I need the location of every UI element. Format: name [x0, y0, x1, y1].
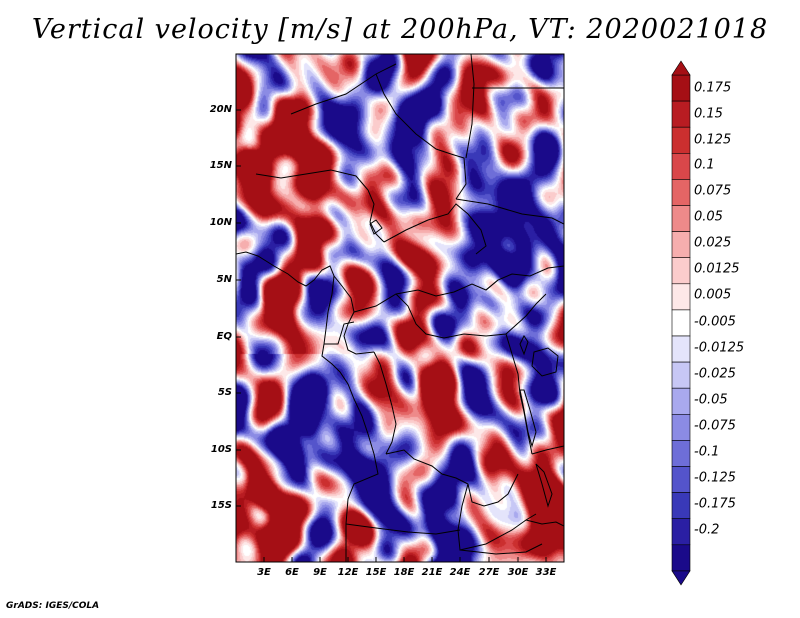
lat-label-15s: 15S: [210, 500, 232, 511]
border-niger-chad: [375, 73, 467, 200]
colorbar-segment: [671, 126, 691, 154]
coastline: [236, 251, 379, 562]
border-mozambique: [525, 519, 564, 527]
colorbar-segment: [671, 440, 691, 467]
border-lake-chad: [367, 189, 385, 243]
colorbar-segment: [671, 231, 691, 259]
colorbar-max-arrow: [671, 60, 691, 76]
colorbar: [671, 60, 691, 586]
lon-label-33e: 33E: [535, 567, 557, 578]
colorbar-label: 0.05: [694, 209, 723, 225]
border-central-west: [255, 169, 369, 191]
lat-label-5n: 5N: [216, 274, 232, 285]
border-angola: [385, 449, 519, 507]
colorbar-segment: [671, 413, 691, 441]
border-car-south: [353, 279, 499, 313]
lat-label-10s: 10S: [210, 444, 232, 455]
border-gabon: [324, 321, 355, 345]
lake-tanganyika: [519, 389, 537, 448]
border-libya-sudan: [465, 54, 475, 159]
colorbar-segment: [671, 283, 691, 311]
colorbar-label: 0.1: [694, 157, 715, 173]
colorbar-label: 0.005: [694, 287, 732, 303]
colorbar-segment: [671, 492, 691, 520]
lat-label-eq: EQ: [216, 331, 232, 342]
colorbar-segment: [671, 518, 691, 546]
colorbar-label: 0.125: [694, 132, 732, 148]
colorbar-segment: [671, 153, 691, 180]
colorbar-segment: [671, 544, 691, 572]
border-car: [383, 203, 487, 255]
colorbar-segment: [671, 179, 691, 206]
lake-chad: [369, 219, 383, 235]
lon-label-30e: 30E: [507, 567, 529, 578]
border-drc-east: [505, 333, 533, 455]
colorbar-label: 0.15: [694, 106, 723, 122]
lon-label-9e: 9E: [313, 567, 327, 578]
lake-albert: [519, 335, 529, 356]
colorbar-label: -0.075: [694, 418, 736, 434]
lon-label-12e: 12E: [337, 567, 359, 578]
lat-label-15n: 15N: [209, 160, 232, 171]
colorbar-segment: [671, 100, 691, 128]
colorbar-segment: [671, 335, 691, 363]
border-congo: [373, 351, 397, 455]
colorbar-label: 0.175: [694, 80, 732, 96]
map-title: Vertical velocity [m/s] at 200hPa, VT: 2…: [31, 14, 769, 45]
border-drc-north: [395, 293, 547, 339]
border-northwest: [290, 63, 397, 115]
colorbar-label: -0.025: [694, 366, 736, 382]
footer-credit: GrADS: IGES/COLA: [6, 601, 100, 611]
colorbar-label: 0.025: [694, 235, 732, 251]
colorbar-segment: [671, 257, 691, 285]
border-cameroon: [333, 275, 375, 355]
colorbar-label: 0.075: [694, 183, 732, 199]
colorbar-segment: [671, 309, 691, 337]
lon-label-15e: 15E: [365, 567, 387, 578]
colorbar-label: 0.0125: [694, 261, 740, 277]
colorbar-min-arrow: [671, 570, 691, 586]
colorbar-segment: [671, 361, 691, 389]
colorbar-label: -0.2: [694, 522, 720, 538]
colorbar-label: -0.0125: [694, 340, 745, 356]
lon-label-24e: 24E: [449, 567, 471, 578]
border-tanzania: [531, 445, 564, 455]
border-sudan-east: [455, 198, 564, 225]
colorbar-segment: [671, 466, 691, 493]
lat-label-20n: 20N: [209, 104, 232, 115]
country-borders: [236, 54, 564, 562]
colorbar-label: -0.1: [694, 444, 720, 460]
lat-label-5s: 5S: [217, 387, 232, 398]
colorbar-label: -0.05: [694, 392, 728, 408]
lon-label-21e: 21E: [421, 567, 443, 578]
colorbar-segment: [671, 205, 691, 232]
lon-label-18e: 18E: [393, 567, 415, 578]
lake-malawi: [535, 463, 553, 508]
border-south-sudan: [485, 265, 564, 291]
lon-label-3e: 3E: [257, 567, 271, 578]
colorbar-label: -0.005: [694, 314, 736, 330]
colorbar-segment: [671, 74, 691, 102]
lon-label-6e: 6E: [285, 567, 299, 578]
colorbar-segment: [671, 387, 691, 415]
colorbar-label: -0.125: [694, 470, 736, 486]
colorbar-label: -0.175: [694, 496, 736, 512]
border-angola-south: [345, 523, 461, 535]
border-zimbabwe: [459, 543, 543, 555]
lon-label-27e: 27E: [478, 567, 500, 578]
vertical-velocity-map: [236, 54, 564, 562]
lake-victoria: [531, 347, 559, 377]
lat-label-10n: 10N: [209, 217, 232, 228]
